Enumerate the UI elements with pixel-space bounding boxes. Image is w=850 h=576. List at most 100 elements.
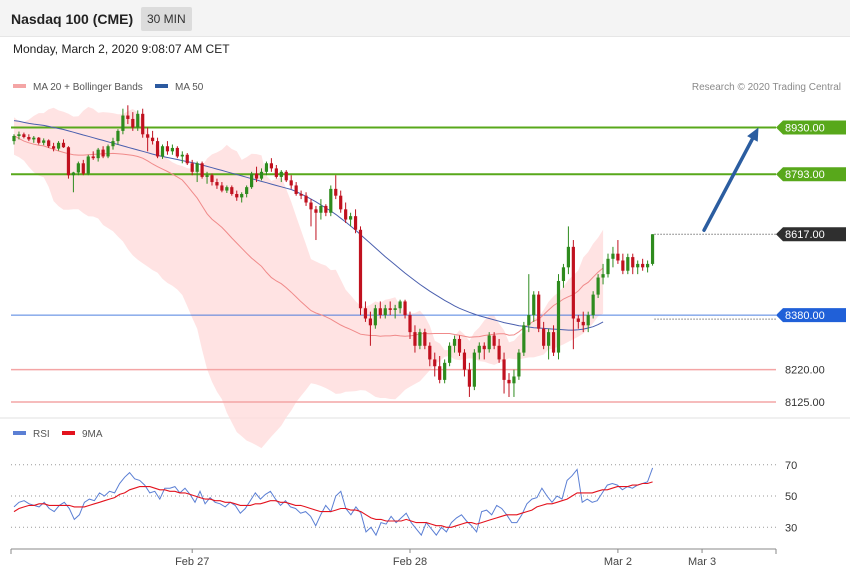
candle [433,352,437,377]
ma50-legend-swatch [155,84,168,88]
candle-body [329,188,333,213]
resistance-2-label-box [776,120,846,135]
candle [264,161,269,176]
candle [225,185,229,193]
candle-body [254,173,259,179]
candle [636,260,640,275]
candle [487,332,491,353]
candle-body [195,163,199,172]
candle-body [170,147,174,152]
candle [462,349,467,377]
candle [512,369,516,397]
candle-body [116,130,120,142]
rsi-tick-70: 70 [785,460,797,472]
candle-body [17,134,21,136]
candle [344,202,348,223]
candle-body [344,209,348,220]
candle-body [438,366,442,380]
candle [304,192,308,206]
candle [388,301,392,316]
candle-body [66,147,71,176]
rsi-tick-50: 50 [785,491,797,503]
candle-body [185,154,189,164]
candle [299,190,303,200]
candle-body [299,193,303,196]
candle-body [27,137,31,140]
candle-body [527,315,531,326]
candle-body [650,234,655,264]
candle [215,178,219,189]
candle [52,142,56,152]
candle [195,161,199,183]
candle [101,146,105,159]
candle-body [61,142,66,148]
candle-body [96,149,100,159]
candle [269,158,273,172]
candle [235,190,239,201]
candle [17,131,21,140]
candle-body [626,257,630,271]
candle [47,139,51,148]
candle [507,373,511,397]
candle [413,325,417,353]
candle-body [413,332,417,346]
ma20-line [13,135,604,338]
candle-body [423,332,427,346]
resistance-2-label: 8930.00 [776,120,846,135]
price-level-labels: 8930.00 8793.00 8617.00 8380.00 8220.00 8125.… [776,120,846,409]
x-tick-label: Mar 2 [604,556,632,568]
candle [457,335,462,357]
candle [329,185,333,217]
candle [339,190,343,213]
candle [581,311,585,333]
candle-body [497,345,501,360]
candle [482,342,486,360]
candle-body [566,246,570,268]
candle [611,246,615,268]
candle-body [443,362,447,380]
bollinger-band-area [14,107,604,449]
candle-body [274,168,278,177]
candle [418,328,422,350]
candle-body [106,146,110,157]
pivot-label: 8380.00 [776,308,846,323]
candle-body [76,163,80,173]
candle [378,301,382,319]
timeframe-badge[interactable]: 30 MIN [141,7,192,31]
candle-body [398,301,402,309]
candle [309,199,313,227]
ma50-legend-label: MA 50 [175,82,204,93]
candle [363,301,368,322]
candle-body [190,163,194,172]
candle-body [136,113,140,128]
candle [527,274,531,333]
candle-body [121,115,125,131]
candle-body [561,267,566,281]
x-tick-label: Feb 27 [175,556,209,568]
candle-body [606,258,610,275]
candle-body [537,294,541,329]
candle-body [601,274,605,278]
candle [472,349,476,391]
candle-body [532,294,536,316]
candle-body [448,345,452,363]
candle-body [551,332,556,353]
candle [596,274,600,299]
candle [532,291,536,322]
candle [126,105,130,125]
candle-body [334,188,338,196]
candle-body [611,253,615,259]
candle-body [235,193,239,198]
support-2-label: 8125.00 [785,397,825,409]
candle [274,164,278,179]
candle-body [393,308,397,310]
candle [621,253,625,275]
candle [393,304,397,319]
candle [230,185,234,196]
candle [641,258,645,271]
candle-body [542,328,546,346]
candle [294,182,298,196]
candle [116,129,120,145]
last-price-label-box [776,227,846,242]
candle-body [215,182,219,186]
